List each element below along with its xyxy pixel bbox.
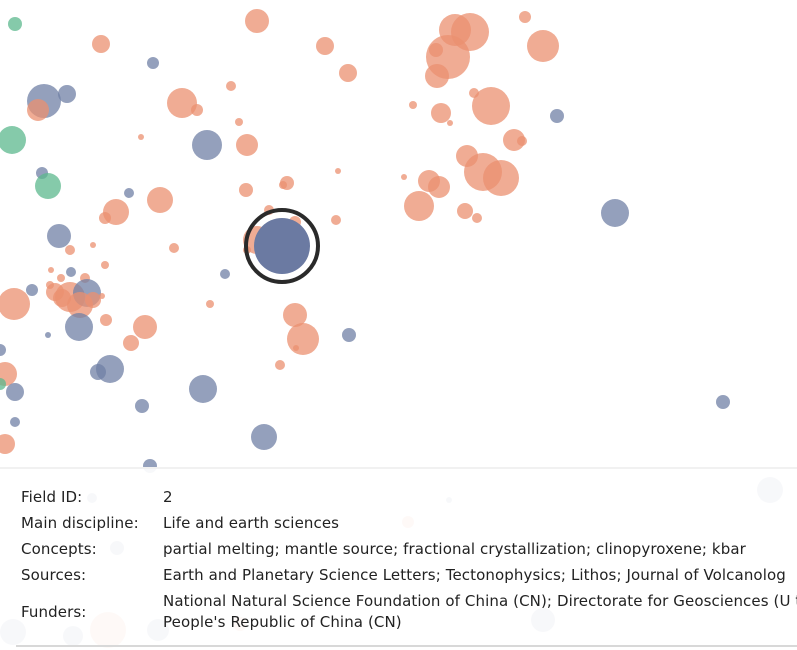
funders-label: Funders: (21, 603, 87, 621)
field-bubble[interactable] (0, 378, 6, 390)
field-bubble[interactable] (279, 181, 287, 189)
field-bubble[interactable] (236, 134, 258, 156)
field-bubble[interactable] (133, 315, 157, 339)
field-bubble[interactable] (26, 284, 38, 296)
field-bubble[interactable] (167, 88, 197, 118)
field-bubble[interactable] (65, 313, 93, 341)
field-info-panel: Field ID: 2 Main discipline: Life and ea… (0, 467, 797, 650)
field-bubble[interactable] (191, 104, 203, 116)
field-bubble[interactable] (401, 174, 407, 180)
field-id-value: 2 (163, 488, 173, 506)
field-bubble[interactable] (220, 269, 230, 279)
field-bubble[interactable] (342, 328, 356, 342)
field-bubble[interactable] (85, 292, 101, 308)
field-bubble[interactable] (10, 417, 20, 427)
field-bubble[interactable] (99, 293, 105, 299)
concepts-label: Concepts: (21, 540, 97, 558)
selection-ring (244, 208, 320, 284)
field-bubble[interactable] (27, 99, 49, 121)
field-bubble[interactable] (239, 183, 253, 197)
field-bubble[interactable] (147, 187, 173, 213)
field-bubble[interactable] (226, 81, 236, 91)
field-id-label: Field ID: (21, 488, 83, 506)
field-bubble[interactable] (287, 323, 319, 355)
field-bubble[interactable] (428, 176, 450, 198)
field-bubble[interactable] (53, 289, 71, 307)
field-bubble[interactable] (483, 160, 519, 196)
field-bubble[interactable] (123, 335, 139, 351)
field-bubble[interactable] (0, 126, 26, 154)
field-bubble[interactable] (35, 173, 61, 199)
main-discipline-label: Main discipline: (21, 514, 139, 532)
field-bubble[interactable] (66, 267, 76, 277)
field-bubble[interactable] (192, 130, 222, 160)
field-bubble[interactable] (189, 375, 217, 403)
field-bubble[interactable] (457, 203, 473, 219)
field-bubble[interactable] (335, 168, 341, 174)
field-bubble[interactable] (169, 243, 179, 253)
field-bubble[interactable] (92, 35, 110, 53)
field-bubble[interactable] (716, 395, 730, 409)
field-bubble[interactable] (8, 17, 22, 31)
field-bubble[interactable] (251, 424, 277, 450)
field-bubble[interactable] (45, 332, 51, 338)
field-bubble[interactable] (101, 261, 109, 269)
field-bubble[interactable] (472, 87, 510, 125)
field-bubble[interactable] (517, 136, 527, 146)
field-bubble[interactable] (58, 85, 76, 103)
field-bubble[interactable] (57, 274, 65, 282)
field-bubble[interactable] (235, 118, 243, 126)
field-bubble[interactable] (404, 191, 434, 221)
field-bubble[interactable] (90, 364, 106, 380)
field-bubble[interactable] (409, 101, 417, 109)
field-bubble[interactable] (206, 300, 214, 308)
sources-value: Earth and Planetary Science Letters; Tec… (163, 566, 786, 584)
field-bubble[interactable] (429, 43, 443, 57)
field-bubble[interactable] (100, 314, 112, 326)
field-bubble[interactable] (48, 267, 54, 273)
field-bubble[interactable] (283, 303, 307, 327)
field-bubble[interactable] (275, 360, 285, 370)
field-bubble[interactable] (245, 9, 269, 33)
panel-bottom-rule (16, 645, 797, 647)
field-bubble[interactable] (47, 224, 71, 248)
field-bubble[interactable] (135, 399, 149, 413)
field-bubble[interactable] (65, 245, 75, 255)
field-bubble[interactable] (0, 344, 6, 356)
field-bubble[interactable] (147, 57, 159, 69)
field-bubble[interactable] (527, 30, 559, 62)
field-bubble[interactable] (331, 215, 341, 225)
field-bubble[interactable] (472, 213, 482, 223)
field-bubble[interactable] (293, 345, 299, 351)
selected-field-bubble[interactable] (254, 218, 310, 274)
field-bubble[interactable] (447, 120, 453, 126)
field-bubble[interactable] (0, 434, 15, 454)
field-bubble[interactable] (316, 37, 334, 55)
field-bubble[interactable] (90, 242, 96, 248)
concepts-value: partial melting; mantle source; fraction… (163, 540, 746, 558)
field-bubble[interactable] (0, 288, 30, 320)
field-bubble[interactable] (601, 199, 629, 227)
sources-label: Sources: (21, 566, 87, 584)
field-bubble[interactable] (431, 103, 451, 123)
main-discipline-value: Life and earth sciences (163, 514, 340, 532)
field-bubble[interactable] (550, 109, 564, 123)
field-bubble[interactable] (339, 64, 357, 82)
field-bubble[interactable] (503, 129, 525, 151)
field-bubble[interactable] (138, 134, 144, 140)
field-bubble[interactable] (6, 383, 24, 401)
funders-value: National Natural Science Foundation of C… (163, 592, 797, 631)
field-bubble[interactable] (124, 188, 134, 198)
field-bubble[interactable] (99, 212, 111, 224)
field-bubble[interactable] (425, 64, 449, 88)
field-bubble[interactable] (519, 11, 531, 23)
